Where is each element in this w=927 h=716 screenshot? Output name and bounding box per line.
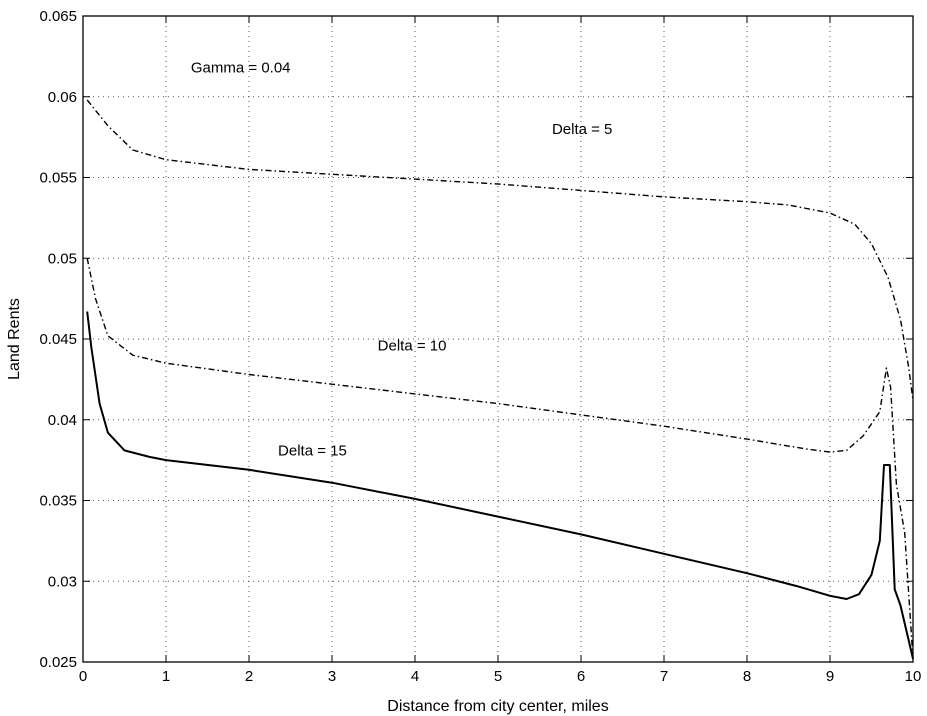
x-tick-label: 3 [328,668,336,685]
annotation-label: Delta = 15 [278,442,347,459]
x-tick-label: 1 [162,668,170,685]
x-tick-label: 0 [79,668,87,685]
y-axis-label: Land Rents [6,298,23,380]
y-tick-label: 0.025 [39,654,77,671]
x-tick-label: 2 [245,668,253,685]
series-line-2 [86,258,914,659]
y-tick-label: 0.065 [39,8,77,25]
annotation-label: Delta = 5 [552,121,612,138]
y-tick-label: 0.04 [48,412,77,429]
y-tick-label: 0.05 [48,250,77,267]
x-tick-label: 9 [826,668,834,685]
x-tick-label: 10 [905,668,922,685]
x-tick-label: 5 [494,668,502,685]
chart-annotations: Gamma = 0.04 Delta = 5 Delta = 10 Delta = 1… [191,60,613,460]
series-line-3 [86,311,914,660]
x-axis-label: Distance from city center, miles [387,698,608,715]
axis-ticks: 0 1 2 3 4 5 6 7 8 9 10 0.025 0.03 0.035 0.04 0.045 0.05 0… [39,8,921,685]
y-tick-label: 0.055 [39,170,77,187]
annotation-label: Gamma = 0.04 [191,60,291,77]
y-tick-label: 0.035 [39,493,77,510]
y-tick-label: 0.045 [39,331,77,348]
grid-lines [83,16,913,662]
x-tick-label: 7 [660,668,668,685]
x-tick-label: 4 [411,668,419,685]
series-line-1 [86,99,914,401]
y-tick-label: 0.06 [48,89,77,106]
x-tick-label: 8 [743,668,751,685]
y-tick-label: 0.03 [48,573,77,590]
series-lines [86,99,914,660]
x-tick-label: 6 [577,668,585,685]
annotation-label: Delta = 10 [378,337,447,354]
